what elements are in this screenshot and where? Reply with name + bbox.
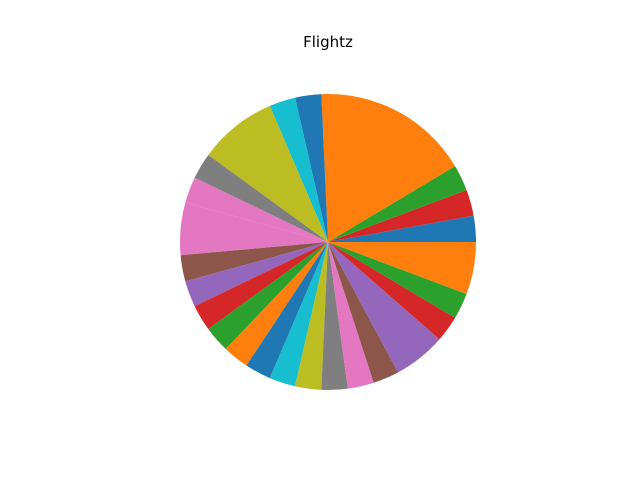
pie-slice-19 — [321, 242, 348, 390]
chart-title: Flightz — [303, 33, 353, 51]
pie-slice-17 — [269, 242, 328, 387]
pie-slice-14 — [208, 242, 328, 349]
pie-slice-11 — [180, 242, 328, 282]
pie-slice-15 — [225, 242, 328, 366]
pie-slice-9 — [185, 177, 328, 242]
pie-slice-10 — [180, 202, 328, 256]
pie-slice-25 — [328, 242, 476, 294]
pie-slices — [180, 94, 476, 390]
pie-slice-24 — [328, 242, 467, 318]
pie-slice-7 — [208, 105, 328, 242]
pie-slice-16 — [246, 242, 328, 379]
pie-slice-22 — [328, 242, 440, 373]
pie-slice-6 — [269, 97, 328, 243]
pie-slice-4 — [321, 94, 456, 242]
pie-slice-3 — [328, 166, 467, 242]
pie-slice-2 — [328, 190, 474, 242]
pie-slice-12 — [185, 242, 328, 307]
pie-slice-21 — [328, 242, 399, 383]
pie-slice-5 — [295, 94, 328, 243]
pie-slice-8 — [194, 155, 328, 242]
pie-slice-23 — [328, 242, 456, 340]
pie-slice-1 — [328, 215, 476, 242]
pie-slice-13 — [194, 242, 328, 329]
pie-slice-18 — [295, 242, 328, 390]
pie-slice-20 — [328, 242, 374, 389]
